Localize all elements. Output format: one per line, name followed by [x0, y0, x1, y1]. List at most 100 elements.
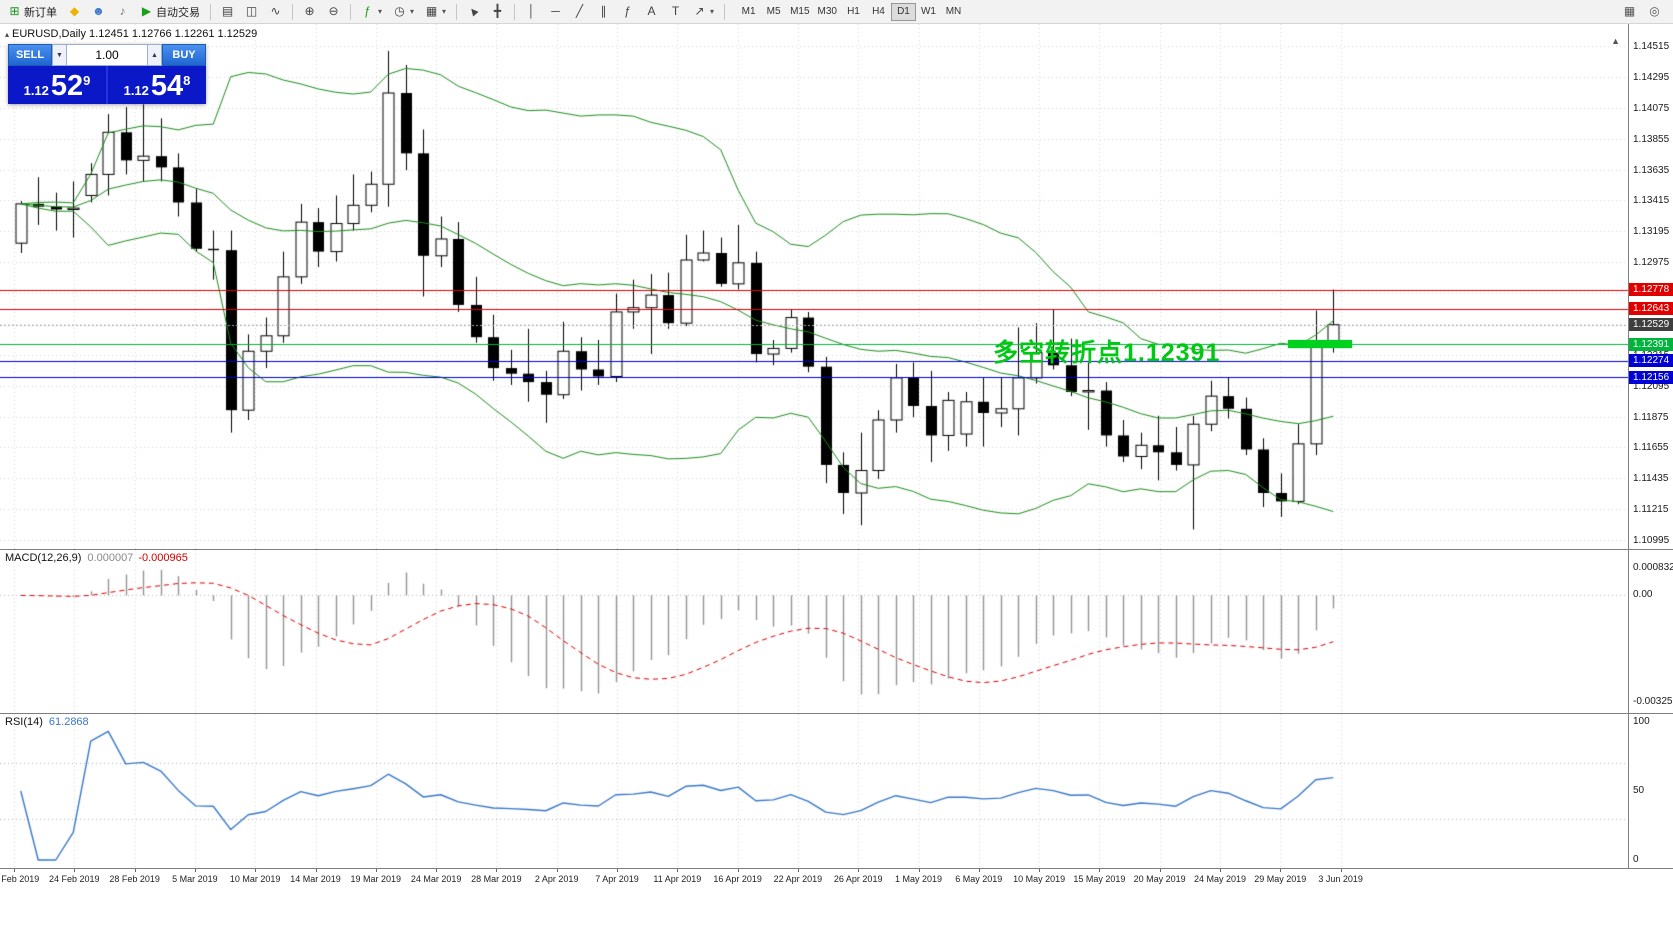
toolbar-separator — [210, 3, 211, 20]
sell-price-display[interactable]: 1.12 52 9 — [8, 66, 106, 104]
date-label: 22 Apr 2019 — [773, 874, 823, 884]
toolbar-right: ▦ ◎ — [1618, 2, 1666, 22]
channel-button[interactable]: ∥ — [592, 2, 615, 22]
date-label: 7 Apr 2019 — [595, 874, 639, 884]
scroll-to-end-icon[interactable]: ▲ — [1611, 36, 1620, 46]
buy-price-display[interactable]: 1.12 54 8 — [108, 66, 206, 104]
price-tick: 1.11655 — [1633, 442, 1669, 454]
axis-separator — [1629, 549, 1673, 550]
fibonacci-button[interactable]: ƒ — [616, 2, 639, 22]
date-label: 15 May 2019 — [1073, 874, 1126, 884]
timeframe-d1-button[interactable]: D1 — [890, 2, 916, 21]
timeframe-m30-button[interactable]: M30 — [814, 3, 841, 21]
price-tick: 1.12095 — [1633, 380, 1670, 392]
line-chart-mode-button[interactable]: ∿ — [264, 2, 287, 22]
text-label-button[interactable]: T — [664, 2, 687, 22]
zoom-in-button[interactable]: ⊕ — [298, 2, 321, 22]
templates-button[interactable]: ▦ ▾ — [420, 2, 451, 22]
autotrading-button[interactable]: ▶ 自动交易 — [135, 2, 205, 22]
date-label: 16 Apr 2019 — [713, 874, 762, 884]
cursor-icon: ▲ — [464, 1, 483, 21]
buy-button[interactable]: BUY — [162, 44, 206, 66]
sounds-button[interactable]: ♪ — [111, 2, 134, 22]
price-tag-1.12778: 1.12778 — [1629, 283, 1673, 297]
vertical-line-button[interactable]: │ — [520, 2, 543, 22]
price-tick: 1.11435 — [1633, 473, 1669, 485]
search-button[interactable]: ◎ — [1643, 2, 1666, 22]
crosshair-button[interactable]: ╋ — [486, 2, 509, 22]
volume-input[interactable] — [67, 44, 147, 66]
candle-chart-mode-button[interactable]: ◫ — [240, 2, 263, 22]
price-tick: 1.10995 — [1633, 535, 1670, 546]
rsi-canvas[interactable] — [0, 714, 1628, 868]
volume-increase-button[interactable]: ▲ — [147, 44, 162, 66]
timeframe-mn-button[interactable]: MN — [941, 3, 966, 21]
templates-icon: ▦ — [425, 4, 438, 18]
date-tick — [1220, 869, 1221, 872]
periods-button[interactable]: ◷ ▾ — [388, 2, 419, 22]
main-chart-canvas[interactable] — [0, 24, 1628, 549]
macd-canvas[interactable] — [0, 550, 1628, 713]
date-tick — [496, 869, 498, 872]
community-button[interactable]: ☻ — [87, 2, 110, 22]
new-order-button-label: 新订单 — [24, 6, 57, 19]
toolbar: ⊞ 新订单 ◆ ☻ ♪ ▶ 自动交易 ▤ ◫ ∿ ⊕ ⊖ ƒ ▾ ◷ ▾ ▦ ▾ ▲ ╋ │ ─ ╱ ∥ ƒ A T ↗ ▾ M1 M5 M1… — [0, 0, 1673, 24]
sell-price-big: 52 — [50, 70, 84, 102]
rsi-value: 61.2868 — [48, 716, 89, 728]
date-label: 14 Mar 2019 — [290, 874, 341, 884]
indicators-button[interactable]: ƒ ▾ — [356, 2, 387, 22]
timeframe-bar: M1 M5 M15 M30 H1 H4 D1 W1 MN — [736, 2, 966, 21]
arrows-button[interactable]: ↗ ▾ — [688, 2, 719, 22]
bar-chart-mode-icon: ▤ — [221, 4, 234, 18]
price-tag-1.12156: 1.12156 — [1629, 370, 1673, 384]
horizontal-line-button[interactable]: ─ — [544, 2, 567, 22]
timeframe-h4-button[interactable]: H4 — [866, 3, 891, 21]
indicators-icon: ƒ — [364, 4, 371, 18]
trendline-icon: ╱ — [575, 4, 584, 18]
zoom-out-icon: ⊖ — [328, 4, 339, 18]
volume-decrease-button[interactable]: ▼ — [52, 44, 67, 66]
timeframe-w1-button[interactable]: W1 — [916, 3, 941, 21]
date-tick — [918, 869, 920, 872]
chart-ohlc-values: 1.12451 1.12766 1.12261 1.12529 — [89, 28, 258, 40]
rsi-name: RSI(14) — [5, 716, 43, 728]
text-icon: A — [647, 4, 656, 18]
timeframe-m5-button[interactable]: M5 — [761, 3, 786, 21]
new-order-button[interactable]: ⊞ 新订单 — [3, 2, 62, 22]
timeframe-h1-button[interactable]: H1 — [841, 3, 866, 21]
sell-button[interactable]: SELL — [8, 44, 52, 66]
chart-collapse-icon: ▴ — [5, 30, 10, 39]
rsi-axis-label: 100 — [1633, 716, 1650, 727]
cursor-button[interactable]: ▲ — [462, 2, 485, 22]
timeframe-m15-button[interactable]: M15 — [786, 3, 813, 21]
price-axis[interactable]: 1.14515 1.14295 1.14075 1.13855 1.13635 1.134… — [1628, 24, 1673, 868]
toolbar-separator — [350, 3, 351, 20]
date-axis[interactable]: 19 Feb 2019 24 Feb 2019 28 Feb 2019 5 Mar 2… — [0, 868, 1673, 892]
date-label: 24 Mar 2019 — [410, 874, 462, 884]
fibonacci-icon: ƒ — [624, 4, 631, 18]
macd-axis-label: 0.000832 — [1633, 562, 1673, 574]
price-tag-1.12274: 1.12274 — [1629, 354, 1673, 367]
date-label: 3 Jun 2019 — [1318, 874, 1363, 884]
pivot-annotation-text: 多空转折点1.12391 — [993, 339, 1221, 367]
search-icon: ◎ — [1649, 4, 1660, 18]
bar-chart-mode-button[interactable]: ▤ — [216, 2, 239, 22]
date-tick — [556, 869, 558, 872]
text-button[interactable]: A — [640, 2, 663, 22]
macd-label: MACD(12,26,9) 0.000007 -0.000965 — [5, 552, 188, 564]
date-tick — [436, 869, 438, 872]
new-chart-button[interactable]: ▦ — [1618, 2, 1641, 22]
trendline-button[interactable]: ╱ — [568, 2, 591, 22]
zoom-out-button[interactable]: ⊖ — [322, 2, 345, 22]
date-label: 20 May 2019 — [1133, 874, 1186, 884]
date-tick — [1099, 869, 1101, 872]
toolbar-separator — [514, 3, 516, 20]
rsi-axis-label: 50 — [1633, 785, 1645, 796]
price-tick: 1.13635 — [1633, 164, 1670, 176]
metaeditor-button[interactable]: ◆ — [63, 2, 86, 22]
date-label: 19 Mar 2019 — [350, 874, 402, 884]
price-tick: 1.13415 — [1633, 195, 1670, 207]
timeframe-m1-button[interactable]: M1 — [736, 3, 761, 21]
date-tick — [677, 869, 679, 872]
date-tick — [1340, 869, 1342, 872]
